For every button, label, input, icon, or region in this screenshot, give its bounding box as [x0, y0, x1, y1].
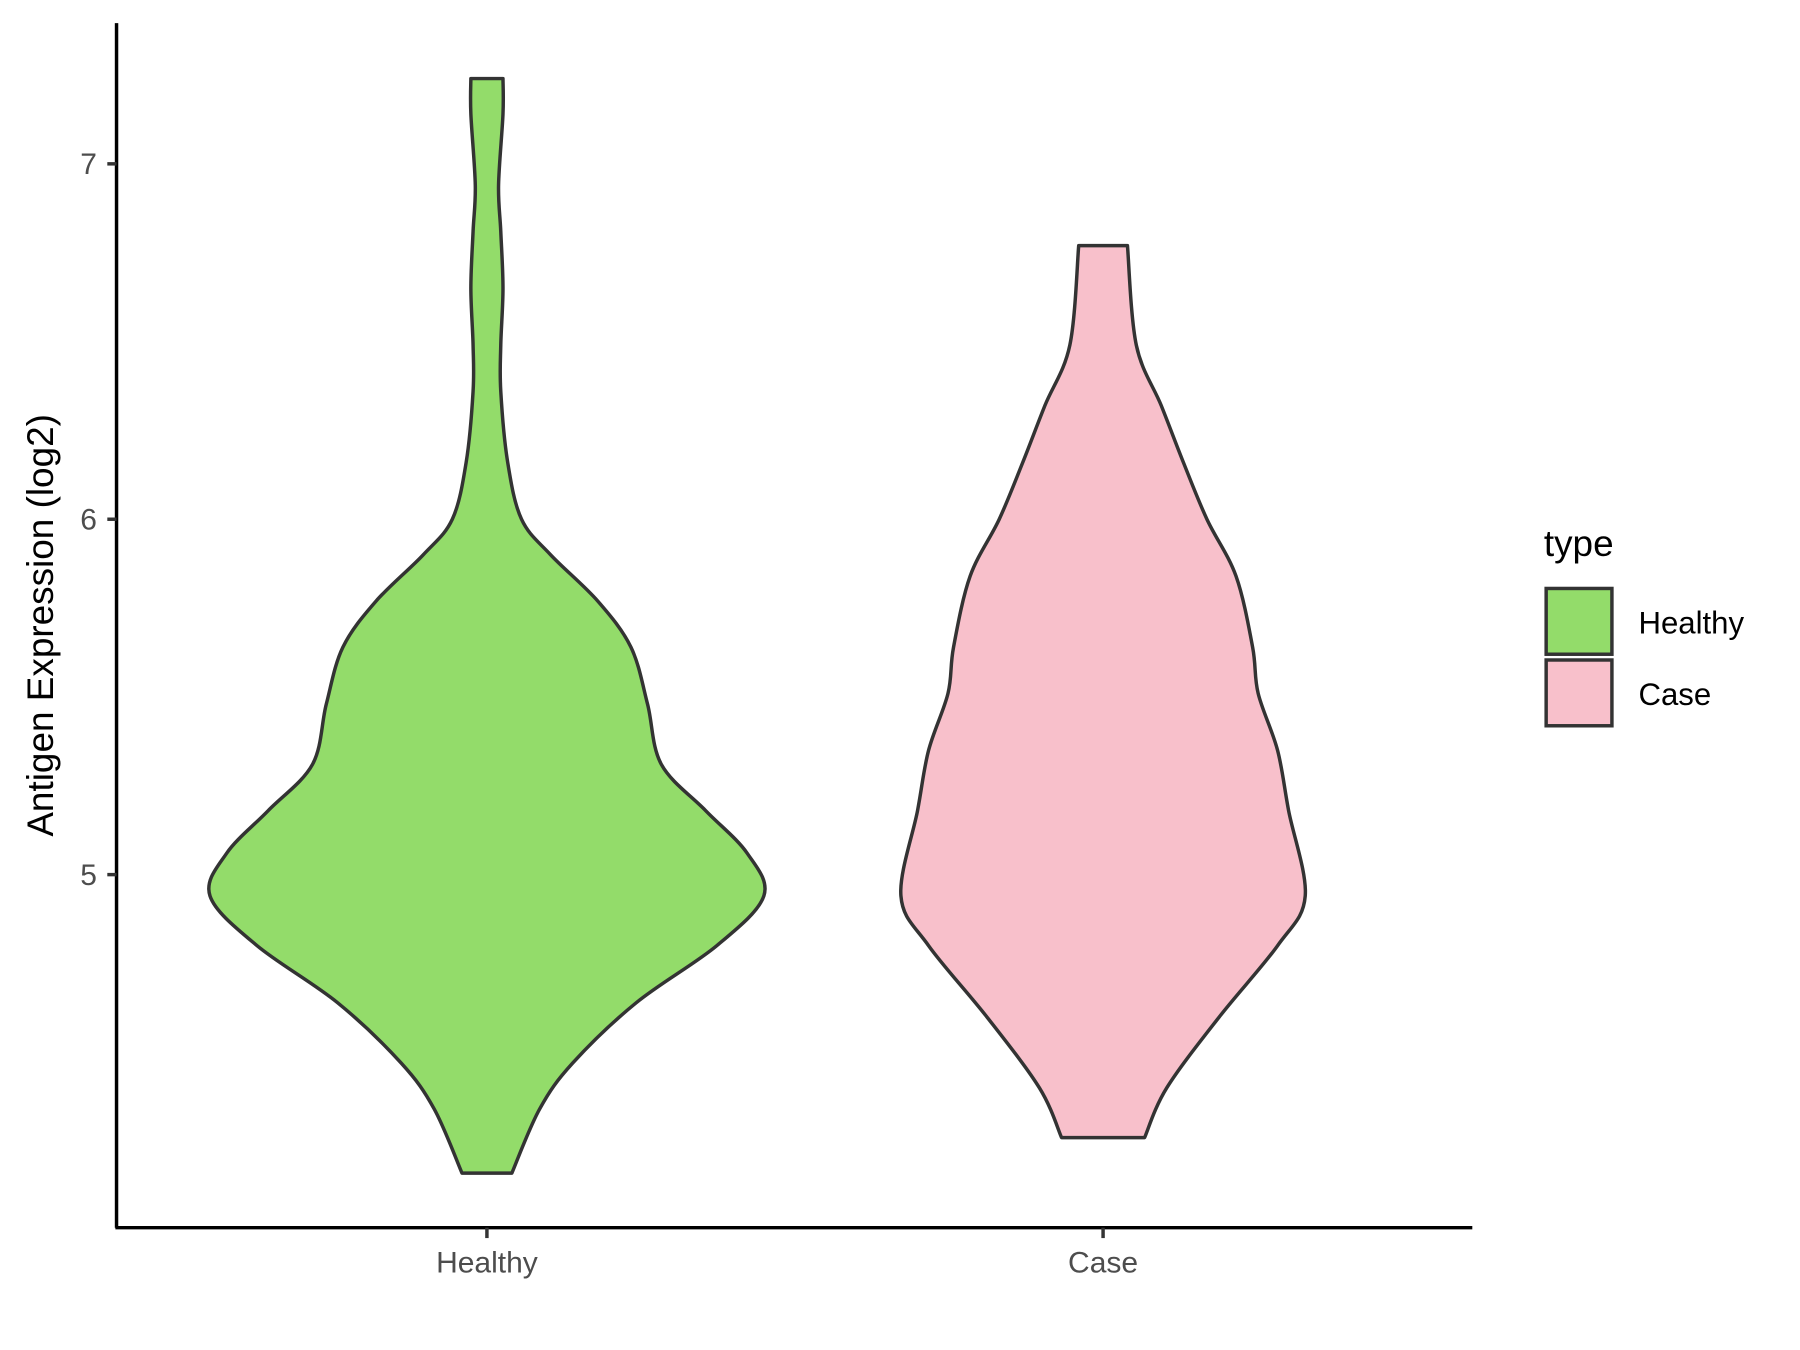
y-tick-label: 6	[80, 504, 97, 537]
legend-swatch-healthy	[1544, 586, 1614, 656]
y-axis-label: Antigen Expression (log2)	[20, 414, 61, 837]
y-tick-label: 7	[80, 148, 97, 181]
y-tick-label: 5	[80, 859, 97, 892]
legend-title: type	[1544, 523, 1614, 564]
violin-healthy	[207, 76, 767, 1175]
legend-swatch-case	[1544, 658, 1614, 728]
violin-case	[899, 243, 1308, 1140]
x-tick-label: Healthy	[436, 1247, 538, 1280]
violins	[207, 76, 1308, 1175]
legend-label: Case	[1638, 677, 1711, 712]
legend-label: Healthy	[1638, 605, 1744, 640]
x-tick-label: Case	[1068, 1247, 1138, 1280]
